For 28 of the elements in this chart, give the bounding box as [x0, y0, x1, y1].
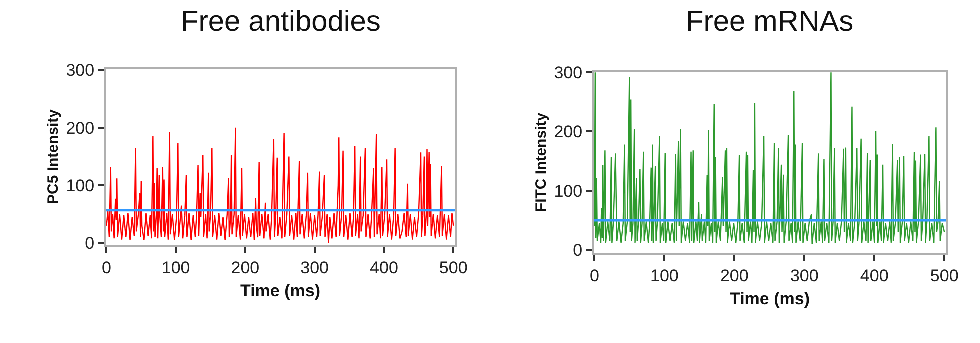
chart-title: Free mRNAs — [686, 6, 854, 38]
y-tick-label: 300 — [554, 64, 583, 83]
x-tick-label: 0 — [102, 258, 112, 278]
x-tick-label: 100 — [162, 258, 190, 278]
y-tick-label: 100 — [66, 176, 95, 196]
y-axis-title: FITC Intensity — [532, 112, 550, 212]
x-tick-label: 0 — [590, 266, 600, 286]
y-tick-label: 200 — [554, 122, 583, 142]
x-tick-label: 100 — [650, 266, 679, 286]
y-tick-label: 0 — [573, 240, 583, 260]
x-tick-label: 400 — [370, 258, 398, 278]
x-tick-label: 200 — [231, 258, 260, 278]
y-tick-label: 100 — [554, 182, 583, 201]
line-series — [594, 72, 946, 245]
x-tick-label: 500 — [439, 258, 468, 278]
x-tick-label: 200 — [720, 266, 749, 286]
x-axis-title: Time (ms) — [730, 289, 810, 308]
y-tick-label: 200 — [66, 118, 95, 138]
x-tick-label: 400 — [860, 266, 889, 286]
y-tick-label: 0 — [85, 234, 95, 254]
chart-title: Free antibodies — [181, 6, 381, 38]
x-tick-label: 300 — [300, 258, 330, 278]
x-tick-label: 500 — [930, 266, 959, 286]
y-tick-label: 300 — [66, 61, 95, 80]
x-axis-title: Time (ms) — [240, 281, 320, 300]
x-tick-label: 300 — [790, 266, 819, 286]
y-axis-title: PC5 Intensity — [44, 108, 62, 205]
line-series — [106, 127, 454, 244]
